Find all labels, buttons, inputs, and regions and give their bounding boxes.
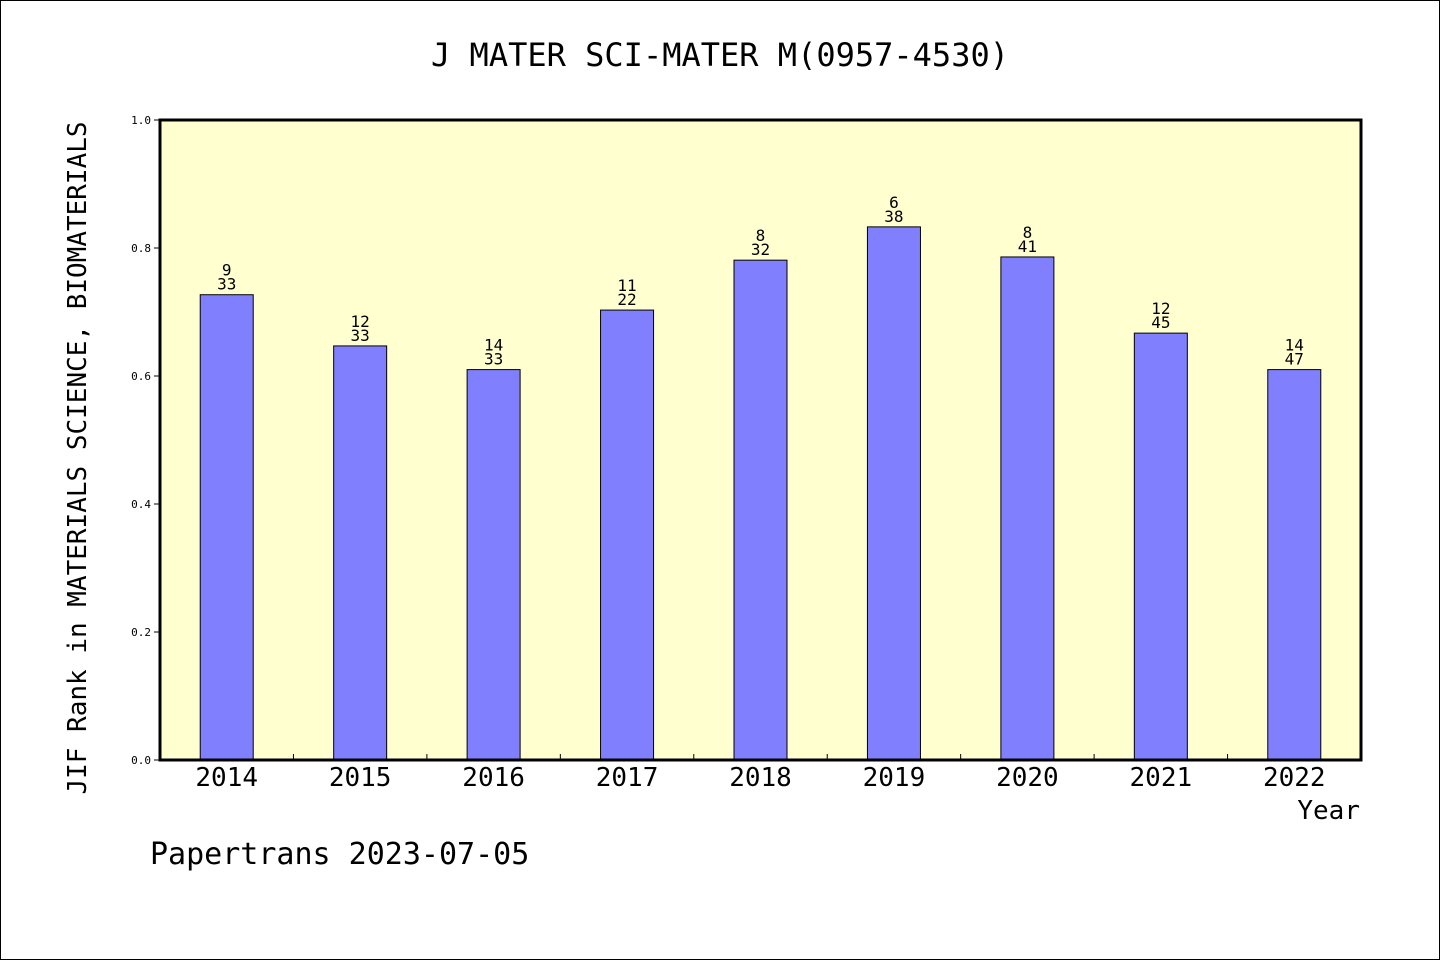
bar bbox=[1000, 256, 1055, 761]
bar-rank-label: 14 bbox=[484, 336, 503, 355]
x-tick-label: 2016 bbox=[462, 763, 525, 793]
x-tick-label: 2021 bbox=[1130, 763, 1193, 793]
y-tick-label: 1.0 bbox=[131, 114, 151, 127]
bar-rank-label: 9 bbox=[222, 261, 232, 280]
bar-rank-label: 14 bbox=[1285, 336, 1304, 355]
bar bbox=[1133, 332, 1188, 761]
bar-rank-label: 12 bbox=[351, 312, 370, 331]
bar bbox=[333, 345, 388, 761]
bar-total-label: 22 bbox=[617, 290, 636, 309]
y-tick-label: 0.6 bbox=[131, 370, 151, 383]
bar bbox=[733, 259, 788, 761]
chart-title: J MATER SCI-MATER M(0957-4530) bbox=[431, 36, 1009, 74]
bar-total-label: 38 bbox=[884, 207, 903, 226]
bar-total-label: 33 bbox=[217, 275, 236, 294]
bar-rank-label: 8 bbox=[756, 226, 766, 245]
x-tick-label: 2018 bbox=[729, 763, 792, 793]
x-tick-label: 2017 bbox=[596, 763, 659, 793]
x-tick-label: 2015 bbox=[329, 763, 392, 793]
x-tick-label: 2020 bbox=[996, 763, 1059, 793]
bar-rank-label: 11 bbox=[617, 276, 636, 295]
x-axis-label: Year bbox=[1297, 796, 1360, 826]
bar-total-label: 41 bbox=[1018, 237, 1037, 256]
bar bbox=[199, 294, 254, 761]
bar bbox=[600, 309, 655, 761]
bar bbox=[1267, 369, 1322, 761]
footer-credit: Papertrans 2023-07-05 bbox=[150, 837, 529, 872]
x-axis: 2014 2015 2016 2017 2018 2019 2020 2021 2022 bbox=[159, 754, 1362, 793]
bar bbox=[466, 369, 521, 761]
x-tick-label: 2022 bbox=[1263, 763, 1326, 793]
y-tick-label: 0.0 bbox=[131, 754, 151, 767]
bar bbox=[866, 226, 921, 761]
y-tick-label: 0.8 bbox=[131, 242, 151, 255]
plot-border bbox=[158, 118, 1363, 762]
bar-total-label: 45 bbox=[1151, 313, 1170, 332]
y-axis-label: JIF Rank in MATERIALS SCIENCE, BIOMATERI… bbox=[63, 121, 93, 794]
bar-rank-label: 6 bbox=[889, 193, 899, 212]
x-tick-label: 2014 bbox=[195, 763, 258, 793]
y-tick-label: 0.4 bbox=[131, 498, 151, 511]
y-tick-label: 0.2 bbox=[131, 626, 151, 639]
bar-total-label: 47 bbox=[1285, 350, 1304, 369]
bar-rank-label: 12 bbox=[1151, 299, 1170, 318]
x-tick-label: 2019 bbox=[863, 763, 926, 793]
bar-total-label: 32 bbox=[751, 240, 770, 259]
y-axis: 0.0 0.2 0.4 0.6 0.8 1.0 bbox=[131, 114, 160, 767]
bar-total-label: 33 bbox=[484, 350, 503, 369]
bar-total-label: 33 bbox=[351, 326, 370, 345]
bar-rank-label: 8 bbox=[1023, 223, 1033, 242]
